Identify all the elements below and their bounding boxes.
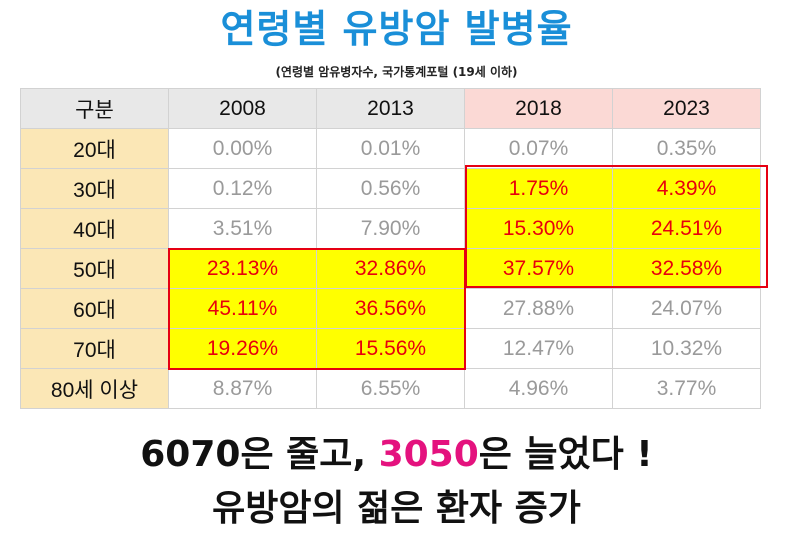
table-cell: 37.57% xyxy=(464,248,613,289)
table-cell: 1.75% xyxy=(464,168,613,209)
table-row: 70대 19.26% 15.56% 12.47% 10.32% xyxy=(20,328,761,369)
table-cell: 12.47% xyxy=(464,328,613,369)
header-row: 구분 2008 2013 2018 2023 xyxy=(20,88,761,129)
row-header: 30대 xyxy=(20,168,169,209)
row-header: 50대 xyxy=(20,248,169,289)
incidence-table: 구분 2008 2013 2018 2023 20대 0.00% 0.01% 0.07… xyxy=(20,88,761,409)
table-cell: 0.00% xyxy=(168,128,317,169)
data-table-wrapper: 구분 2008 2013 2018 2023 20대 0.00% 0.01% 0.07… xyxy=(20,88,761,409)
table-row: 50대 23.13% 32.86% 37.57% 32.58% xyxy=(20,248,761,289)
table-cell: 23.13% xyxy=(168,248,317,289)
table-cell: 10.32% xyxy=(612,328,761,369)
table-cell: 15.56% xyxy=(316,328,465,369)
headline-line-2: 유방암의 젊은 환자 증가 xyxy=(212,488,581,529)
column-header: 2013 xyxy=(316,88,465,129)
column-header: 2018 xyxy=(464,88,613,129)
table-cell: 36.56% xyxy=(316,288,465,329)
table-cell: 15.30% xyxy=(464,208,613,249)
column-header: 2023 xyxy=(612,88,761,129)
table-row: 30대 0.12% 0.56% 1.75% 4.39% xyxy=(20,168,761,209)
table-cell: 32.86% xyxy=(316,248,465,289)
table-row: 80세 이상 8.87% 6.55% 4.96% 3.77% xyxy=(20,368,761,409)
table-cell: 0.12% xyxy=(168,168,317,209)
table-cell: 24.51% xyxy=(612,208,761,249)
row-header: 70대 xyxy=(20,328,169,369)
table-row: 60대 45.11% 36.56% 27.88% 24.07% xyxy=(20,288,761,329)
table-cell: 45.11% xyxy=(168,288,317,329)
table-cell: 0.35% xyxy=(612,128,761,169)
table-cell: 0.56% xyxy=(316,168,465,209)
table-cell: 19.26% xyxy=(168,328,317,369)
headline-part: 은 늘었다 ! xyxy=(478,434,653,475)
table-cell: 8.87% xyxy=(168,368,317,409)
chart-title: 연령별 유방암 발병율 xyxy=(220,7,573,51)
table-cell: 27.88% xyxy=(464,288,613,329)
table-cell: 4.96% xyxy=(464,368,613,409)
table-cell: 3.77% xyxy=(612,368,761,409)
row-header: 20대 xyxy=(20,128,169,169)
corner-header: 구분 xyxy=(20,88,169,129)
table-cell: 32.58% xyxy=(612,248,761,289)
column-header: 2008 xyxy=(168,88,317,129)
row-header: 80세 이상 xyxy=(20,368,169,409)
row-header: 60대 xyxy=(20,288,169,329)
table-cell: 4.39% xyxy=(612,168,761,209)
table-row: 20대 0.00% 0.01% 0.07% 0.35% xyxy=(20,128,761,169)
row-header: 40대 xyxy=(20,208,169,249)
table-cell: 3.51% xyxy=(168,208,317,249)
source-note: (연령별 암유병자수, 국가통계포털 (19세 이하) xyxy=(275,65,518,79)
table-row: 40대 3.51% 7.90% 15.30% 24.51% xyxy=(20,208,761,249)
table-cell: 0.01% xyxy=(316,128,465,169)
table-cell: 0.07% xyxy=(464,128,613,169)
table-cell: 7.90% xyxy=(316,208,465,249)
table-body: 20대 0.00% 0.01% 0.07% 0.35% 30대 0.12% 0.56% 1.75… xyxy=(20,128,761,409)
headline-part: 6070은 줄고, xyxy=(140,434,379,475)
headline-line-1: 6070은 줄고, 3050은 늘었다 ! xyxy=(0,430,793,480)
headline-highlight: 3050 xyxy=(378,434,479,475)
table-cell: 24.07% xyxy=(612,288,761,329)
table-cell: 6.55% xyxy=(316,368,465,409)
